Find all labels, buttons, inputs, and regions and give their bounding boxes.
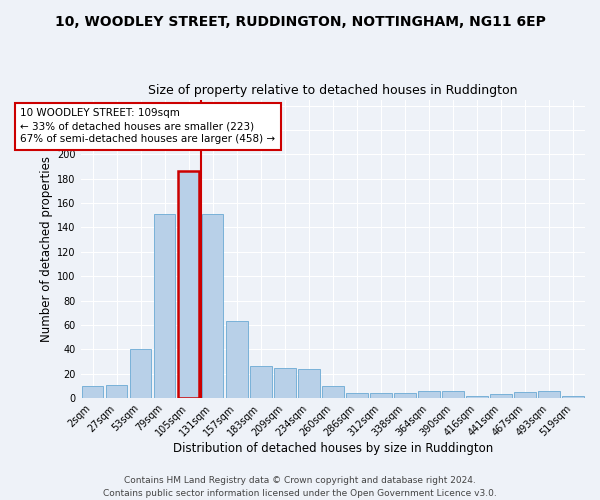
Bar — [298, 369, 320, 398]
Bar — [226, 322, 248, 398]
Bar — [466, 396, 488, 398]
Bar — [394, 393, 416, 398]
Y-axis label: Number of detached properties: Number of detached properties — [40, 156, 53, 342]
Bar — [346, 393, 368, 398]
Title: Size of property relative to detached houses in Ruddington: Size of property relative to detached ho… — [148, 84, 518, 97]
Bar — [322, 386, 344, 398]
Bar — [562, 396, 584, 398]
Bar — [274, 368, 296, 398]
Bar — [178, 172, 199, 398]
Bar — [154, 214, 175, 398]
Bar — [250, 366, 272, 398]
Bar — [130, 350, 151, 398]
Bar — [538, 390, 560, 398]
Text: Contains HM Land Registry data © Crown copyright and database right 2024.
Contai: Contains HM Land Registry data © Crown c… — [103, 476, 497, 498]
Text: 10 WOODLEY STREET: 109sqm
← 33% of detached houses are smaller (223)
67% of semi: 10 WOODLEY STREET: 109sqm ← 33% of detac… — [20, 108, 275, 144]
X-axis label: Distribution of detached houses by size in Ruddington: Distribution of detached houses by size … — [173, 442, 493, 455]
Bar — [82, 386, 103, 398]
Bar — [490, 394, 512, 398]
Bar — [370, 393, 392, 398]
Bar — [202, 214, 223, 398]
Bar — [442, 390, 464, 398]
Bar — [514, 392, 536, 398]
Bar — [418, 390, 440, 398]
Text: 10, WOODLEY STREET, RUDDINGTON, NOTTINGHAM, NG11 6EP: 10, WOODLEY STREET, RUDDINGTON, NOTTINGH… — [55, 15, 545, 29]
Bar — [106, 384, 127, 398]
